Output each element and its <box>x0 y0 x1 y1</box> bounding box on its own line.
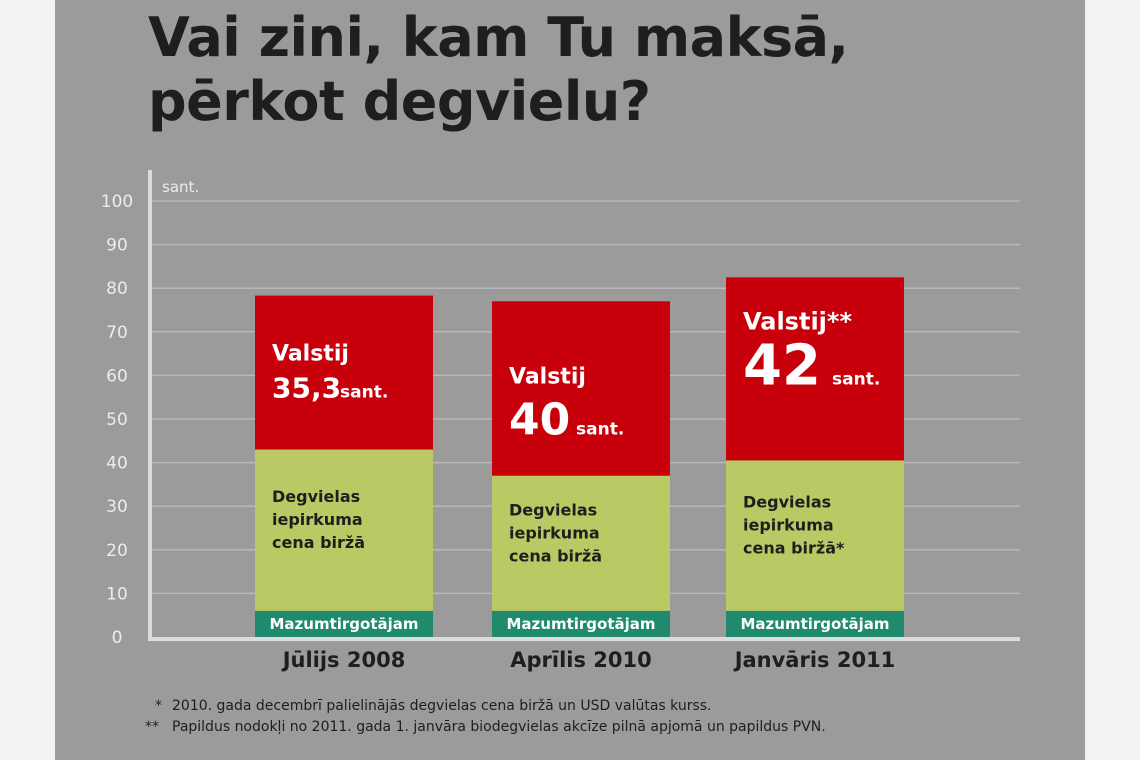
retail-label: Mazumtirgotājam <box>740 615 889 633</box>
y-axis-line <box>148 170 152 637</box>
footnote-1: * 2010. gada decembrī palielinājās degvie… <box>145 698 712 714</box>
state-value-label: 35,3 <box>272 372 341 405</box>
state-unit-label: sant. <box>832 369 880 389</box>
y-tick-label: 20 <box>106 541 128 561</box>
y-tick-label: 30 <box>106 497 128 517</box>
state-unit-label: sant. <box>576 419 624 439</box>
retail-segment <box>492 610 670 637</box>
y-unit-label: sant. <box>162 178 199 196</box>
y-tick-label: 0 <box>112 628 123 648</box>
state-label: Valstij <box>272 342 349 367</box>
exchange-label-line: iepirkuma <box>509 523 600 542</box>
state-value-label: 42 <box>743 333 821 398</box>
y-tick-label: 60 <box>106 366 128 386</box>
retail-label: Mazumtirgotājam <box>269 615 418 633</box>
state-segment <box>726 277 904 461</box>
x-axis-line <box>148 637 1020 641</box>
footnote-mark-1: * <box>155 698 162 714</box>
footnote-mark-2: ** <box>145 719 159 735</box>
exchange-label-line: cena biržā <box>272 533 365 552</box>
exchange-segment <box>255 449 433 611</box>
y-tick-label: 70 <box>106 323 128 343</box>
retail-segment <box>726 610 904 637</box>
footnote-text-1: 2010. gada decembrī palielinājās degviel… <box>172 698 712 714</box>
x-category-label: Aprīlis 2010 <box>510 648 652 672</box>
state-segment <box>492 301 670 476</box>
exchange-label-line: Degvielas <box>509 500 597 519</box>
retail-segment <box>255 610 433 637</box>
y-tick-label: 40 <box>106 454 128 474</box>
y-tick-label: 10 <box>106 584 128 604</box>
x-category-label: Janvāris 2011 <box>733 648 896 672</box>
exchange-label-line: Degvielas <box>743 493 831 512</box>
exchange-segment <box>726 460 904 611</box>
exchange-label-line: iepirkuma <box>743 516 834 535</box>
exchange-label-line: cena biržā* <box>743 539 845 558</box>
state-unit-label: sant. <box>340 383 388 403</box>
state-value-label: 40 <box>509 394 570 445</box>
state-label: Valstij <box>509 364 586 389</box>
state-label: Valstij** <box>743 307 852 335</box>
footnote-text-2: Papildus nodokļi no 2011. gada 1. janvār… <box>172 719 826 735</box>
y-tick-label: 100 <box>101 192 133 212</box>
exchange-label-line: cena biržā <box>509 546 602 565</box>
state-segment <box>255 295 433 450</box>
exchange-label-line: Degvielas <box>272 487 360 506</box>
x-category-label: Jūlijs 2008 <box>281 648 406 672</box>
footnote-2: ** Papildus nodokļi no 2011. gada 1. janv… <box>145 719 826 735</box>
title-line-1: Vai zini, kam Tu maksā, <box>148 6 849 69</box>
y-tick-label: 50 <box>106 410 128 430</box>
retail-label: Mazumtirgotājam <box>506 615 655 633</box>
chart-title: Vai zini, kam Tu maksā, pērkot degvielu? <box>148 6 849 134</box>
y-tick-label: 80 <box>106 279 128 299</box>
exchange-label-line: iepirkuma <box>272 510 363 529</box>
exchange-segment <box>492 475 670 611</box>
title-line-2: pērkot degvielu? <box>148 70 651 133</box>
y-tick-label: 90 <box>106 236 128 256</box>
